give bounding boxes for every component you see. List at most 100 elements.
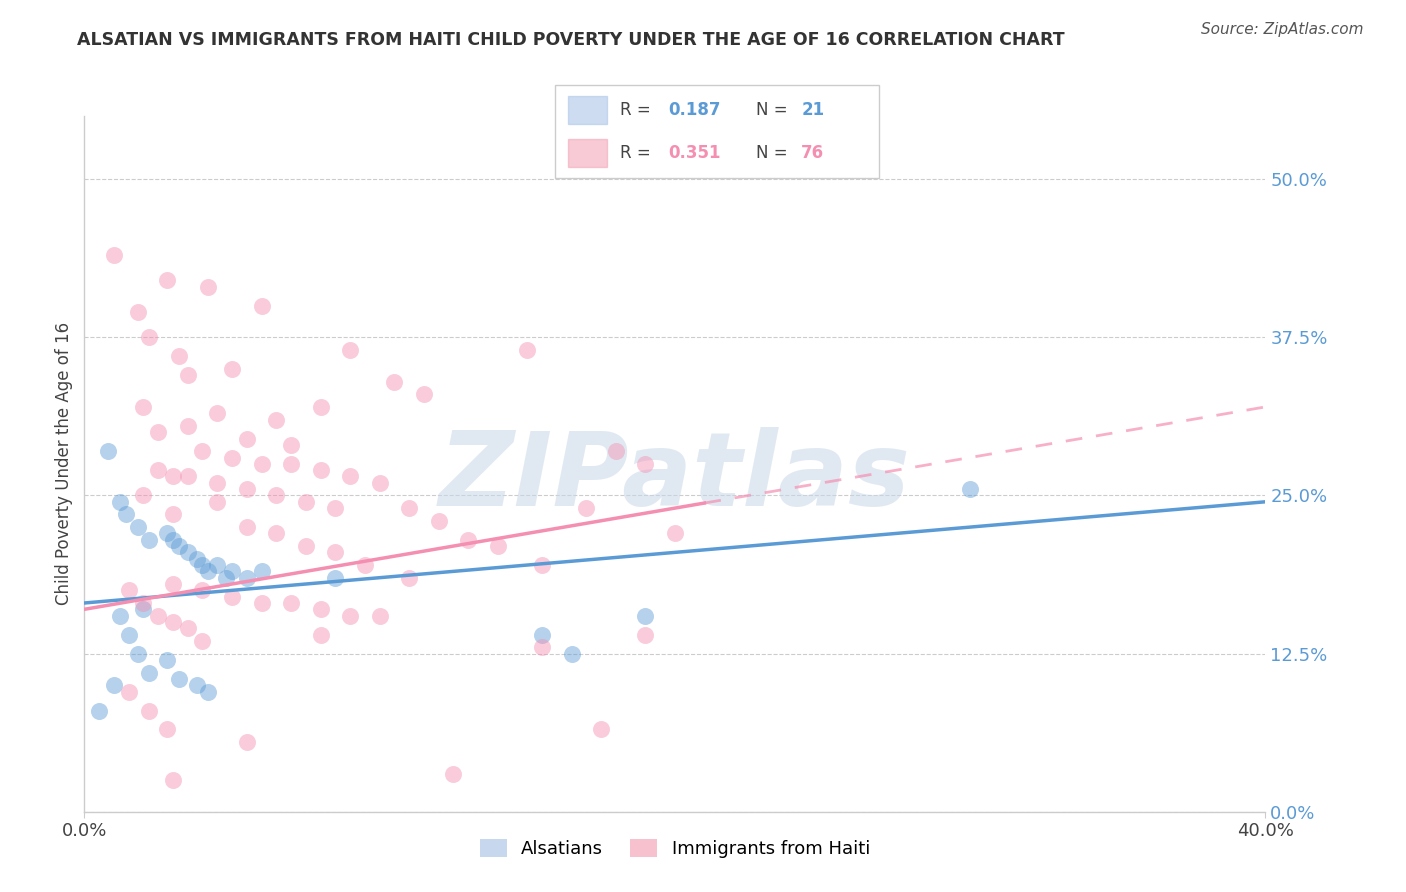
Point [162,469,184,483]
Point [191,583,214,598]
Y-axis label: Child Poverty Under the Age of 16: Child Poverty Under the Age of 16 [55,322,73,606]
Point [221,565,243,579]
Point [127,305,149,319]
Point [162,577,184,591]
Point [118,684,141,698]
Point [156,653,179,667]
Point [177,621,200,635]
Point [323,501,347,516]
Point [309,602,332,616]
Point [309,627,332,641]
Point [323,571,347,585]
Point [197,565,219,579]
Point [197,279,219,293]
Point [118,583,141,598]
Point [138,665,160,680]
Point [575,501,598,516]
Point [108,495,131,509]
Point [156,526,179,541]
Point [560,647,583,661]
Text: 0.187: 0.187 [669,101,721,119]
Point [108,608,131,623]
Point [280,596,302,610]
Point [339,608,361,623]
Point [118,627,141,641]
Point [250,565,273,579]
Point [148,608,170,623]
Point [634,608,657,623]
Point [191,634,214,648]
Point [516,343,538,357]
Point [177,368,200,383]
Point [605,444,627,458]
Point [339,469,361,483]
Point [264,488,288,502]
Point [530,640,553,655]
Text: Source: ZipAtlas.com: Source: ZipAtlas.com [1201,22,1364,37]
Point [103,248,125,262]
Point [221,362,243,376]
Point [103,678,125,692]
Point [148,425,170,440]
Point [177,469,200,483]
Point [323,545,347,559]
Point [186,678,208,692]
Point [127,520,149,534]
Point [167,539,190,553]
Point [186,551,208,566]
Point [205,406,228,420]
Point [441,766,464,780]
Point [250,299,273,313]
Point [156,273,179,287]
Point [167,349,190,363]
Text: N =: N = [756,145,793,162]
Text: 21: 21 [801,101,824,119]
Point [530,558,553,572]
Point [221,590,243,604]
Point [177,418,200,433]
Point [89,704,111,718]
Point [138,533,160,547]
Point [205,558,228,572]
Point [413,387,436,401]
FancyBboxPatch shape [555,85,879,178]
Point [162,508,184,522]
Point [221,450,243,465]
Point [162,773,184,788]
Point [132,602,155,616]
Point [162,533,184,547]
Point [354,558,377,572]
Text: N =: N = [756,101,793,119]
Point [132,488,155,502]
Point [197,684,219,698]
Text: R =: R = [620,145,657,162]
Point [398,501,420,516]
Point [205,475,228,490]
Text: R =: R = [620,101,657,119]
Point [236,520,259,534]
Point [138,704,160,718]
Point [959,482,981,496]
Point [368,608,391,623]
Legend: Alsatians, Immigrants from Haiti: Alsatians, Immigrants from Haiti [472,831,877,865]
Point [114,508,136,522]
Point [295,539,318,553]
Point [97,444,120,458]
Point [280,457,302,471]
FancyBboxPatch shape [568,96,607,124]
Point [162,615,184,629]
Point [191,444,214,458]
Text: ZIPatlas: ZIPatlas [439,427,911,528]
Point [148,463,170,477]
Point [236,571,259,585]
Point [177,545,200,559]
Point [457,533,479,547]
Point [530,627,553,641]
Point [309,463,332,477]
Point [250,596,273,610]
Point [634,627,657,641]
Point [236,735,259,749]
Text: 76: 76 [801,145,824,162]
Point [127,647,149,661]
Point [138,330,160,344]
